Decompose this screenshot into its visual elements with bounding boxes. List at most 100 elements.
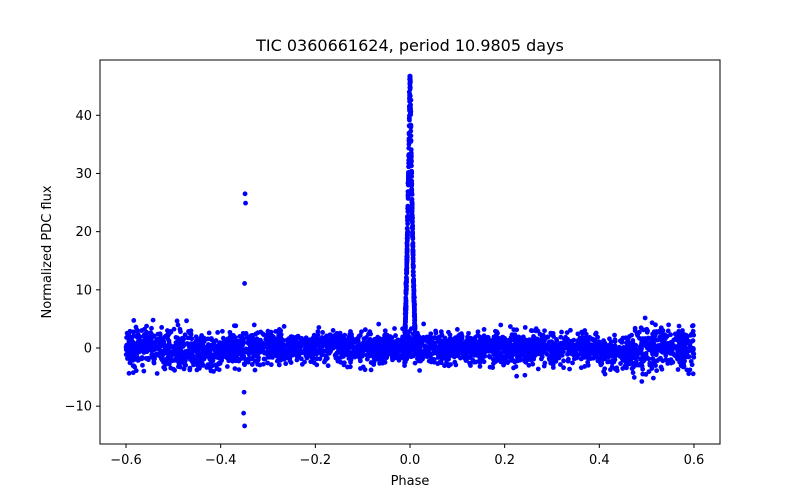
data-point	[224, 364, 230, 369]
data-point	[671, 337, 677, 343]
data-point	[191, 355, 196, 361]
data-point	[337, 347, 343, 352]
data-point	[562, 344, 568, 350]
data-point	[557, 344, 563, 350]
data-point	[208, 359, 214, 365]
data-point	[676, 323, 682, 329]
data-point	[634, 361, 640, 367]
data-point	[338, 354, 344, 360]
data-point	[145, 355, 151, 361]
data-point	[663, 353, 669, 358]
data-point	[646, 369, 652, 374]
data-point	[303, 335, 309, 341]
data-point	[562, 340, 568, 346]
data-point	[639, 362, 644, 367]
data-point	[315, 329, 321, 335]
data-point	[348, 350, 353, 355]
data-point	[404, 254, 410, 260]
data-point	[324, 348, 330, 354]
data-point	[157, 353, 162, 359]
data-point	[417, 335, 423, 341]
data-point	[585, 355, 591, 361]
data-point	[597, 360, 603, 366]
data-point	[311, 343, 317, 348]
data-point	[134, 354, 140, 360]
data-point	[681, 363, 687, 369]
data-point	[535, 366, 541, 372]
data-point	[142, 349, 148, 355]
data-point	[408, 159, 414, 165]
data-point	[669, 344, 675, 350]
data-point	[382, 347, 388, 353]
data-point	[199, 362, 205, 368]
data-point	[410, 248, 416, 253]
data-point	[403, 307, 409, 313]
data-point	[365, 341, 371, 347]
data-point	[243, 358, 249, 363]
data-point	[243, 200, 248, 206]
data-point	[135, 344, 141, 350]
data-point	[522, 353, 527, 359]
data-point	[402, 360, 407, 366]
data-point	[268, 362, 274, 368]
data-point	[530, 361, 536, 367]
data-point	[174, 345, 180, 351]
data-point	[270, 354, 275, 360]
data-point	[246, 351, 252, 357]
data-point	[294, 340, 300, 345]
data-point	[404, 275, 409, 281]
data-point	[379, 341, 384, 347]
data-point	[233, 349, 239, 355]
data-point	[534, 351, 540, 357]
data-point	[411, 284, 417, 289]
data-point	[276, 362, 282, 368]
data-point	[405, 232, 410, 238]
data-point	[275, 358, 281, 363]
data-point	[642, 352, 648, 358]
data-point	[656, 343, 661, 348]
data-point	[265, 360, 271, 366]
data-point	[131, 318, 137, 323]
data-point	[408, 122, 414, 128]
data-point	[491, 361, 496, 366]
data-point	[140, 362, 145, 368]
data-point	[290, 334, 295, 340]
data-point	[130, 329, 136, 335]
data-point	[364, 352, 370, 358]
data-point	[404, 260, 410, 266]
y-tick-label: 30	[75, 167, 92, 182]
data-point	[410, 215, 415, 221]
data-point	[259, 347, 265, 352]
data-point	[410, 244, 416, 250]
data-point	[688, 332, 694, 338]
data-point	[405, 204, 411, 210]
data-point	[528, 345, 534, 351]
data-point	[246, 346, 252, 352]
data-point	[338, 336, 344, 341]
data-point	[452, 345, 458, 351]
data-point	[231, 356, 237, 362]
data-point	[549, 346, 555, 352]
data-point	[669, 348, 675, 354]
data-point	[405, 221, 411, 227]
data-point	[429, 356, 435, 362]
data-point	[237, 333, 243, 339]
data-point	[421, 337, 427, 343]
data-point	[439, 332, 445, 338]
data-point	[188, 328, 194, 334]
data-point	[417, 341, 423, 347]
data-point	[169, 351, 175, 357]
data-point	[410, 269, 416, 274]
data-point	[433, 328, 439, 334]
data-point	[468, 363, 473, 368]
data-point	[575, 331, 581, 337]
data-point	[612, 353, 618, 359]
data-points	[123, 73, 697, 429]
data-point	[252, 340, 258, 346]
data-point	[273, 329, 279, 334]
data-point	[543, 342, 549, 348]
data-point	[501, 355, 506, 361]
data-point	[357, 358, 363, 364]
data-point	[353, 349, 359, 355]
